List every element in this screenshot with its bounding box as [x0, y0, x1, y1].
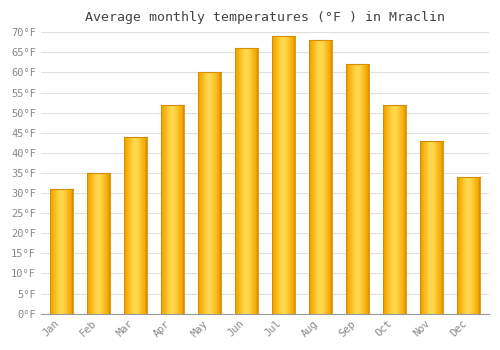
Title: Average monthly temperatures (°F ) in Mraclin: Average monthly temperatures (°F ) in Mr… [85, 11, 445, 24]
